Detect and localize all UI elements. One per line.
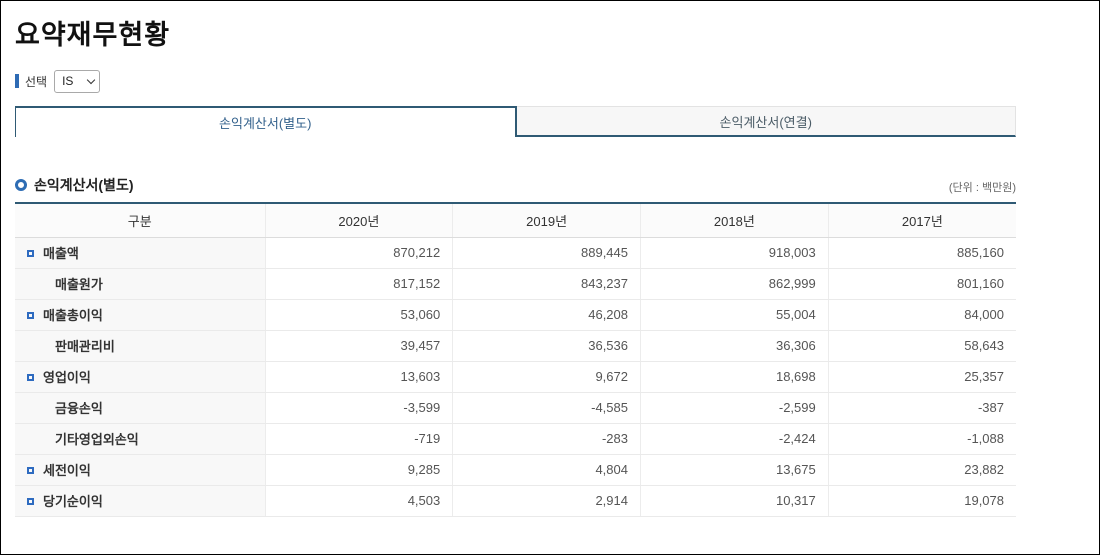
row-label-cell: 금융손익 bbox=[15, 392, 265, 424]
row-label-cell: 매출원가 bbox=[15, 268, 265, 300]
value-cell: -2,424 bbox=[640, 423, 829, 455]
value-cell: 19,078 bbox=[827, 485, 1016, 517]
square-bullet-icon bbox=[27, 467, 34, 474]
tab-income-statement-separate[interactable]: 손익계산서(별도) bbox=[15, 106, 517, 137]
value-cell: 843,237 bbox=[452, 268, 641, 300]
table-row: 당기순이익 4,503 2,914 10,317 19,078 bbox=[15, 485, 1016, 517]
value-cell: 918,003 bbox=[640, 237, 829, 269]
value-cell: 25,357 bbox=[827, 361, 1016, 393]
value-cell: -3,599 bbox=[264, 392, 453, 424]
value-cell: -387 bbox=[827, 392, 1016, 424]
value-cell: -1,088 bbox=[827, 423, 1016, 455]
filter-row: 선택 IS bbox=[15, 69, 1085, 93]
filter-label: 선택 bbox=[25, 74, 48, 89]
value-cell: 2,914 bbox=[452, 485, 641, 517]
value-cell: 9,672 bbox=[452, 361, 641, 393]
column-header-2018: 2018년 bbox=[640, 203, 829, 238]
value-cell: 23,882 bbox=[827, 454, 1016, 486]
circle-bullet-icon bbox=[15, 179, 27, 191]
tab-income-statement-consolidated[interactable]: 손익계산서(연결) bbox=[516, 106, 1016, 137]
square-bullet-icon bbox=[27, 374, 34, 381]
table-body: 매출액 870,212 889,445 918,003 885,160 매출원가 817,1… bbox=[15, 237, 1016, 517]
row-label-cell: 영업이익 bbox=[15, 361, 265, 393]
value-cell: 36,306 bbox=[640, 330, 829, 362]
value-cell: 55,004 bbox=[640, 299, 829, 331]
row-label: 매출액 bbox=[43, 246, 79, 261]
row-label-cell: 당기순이익 bbox=[15, 485, 265, 517]
column-header-2019: 2019년 bbox=[452, 203, 641, 238]
value-cell: -2,599 bbox=[640, 392, 829, 424]
value-cell: -283 bbox=[452, 423, 641, 455]
row-label-cell: 매출총이익 bbox=[15, 299, 265, 331]
unit-note: (단위 : 백만원) bbox=[948, 182, 1016, 194]
value-cell: 10,317 bbox=[640, 485, 829, 517]
column-header-category: 구분 bbox=[15, 203, 265, 238]
row-label: 금융손익 bbox=[55, 401, 103, 416]
row-label: 매출원가 bbox=[55, 277, 103, 292]
row-label-cell: 매출액 bbox=[15, 237, 265, 269]
value-cell: 84,000 bbox=[827, 299, 1016, 331]
value-cell: -719 bbox=[264, 423, 453, 455]
row-label-cell: 세전이익 bbox=[15, 454, 265, 486]
table-header-row: 구분 2020년 2019년 2018년 2017년 bbox=[15, 203, 1016, 238]
value-cell: 18,698 bbox=[640, 361, 829, 393]
table-row: 기타영업외손익 -719 -283 -2,424 -1,088 bbox=[15, 423, 1016, 455]
row-label: 매출총이익 bbox=[43, 308, 103, 323]
value-cell: 36,536 bbox=[452, 330, 641, 362]
tab-bar: 손익계산서(별도) 손익계산서(연결) bbox=[15, 106, 1016, 137]
row-label-cell: 판매관리비 bbox=[15, 330, 265, 362]
value-cell: 817,152 bbox=[264, 268, 453, 300]
section-title: 손익계산서(별도) bbox=[34, 177, 134, 193]
table-row: 영업이익 13,603 9,672 18,698 25,357 bbox=[15, 361, 1016, 393]
row-label-cell: 기타영업외손익 bbox=[15, 423, 265, 455]
row-label: 당기순이익 bbox=[43, 494, 103, 509]
section-header: 손익계산서(별도) (단위 : 백만원) bbox=[15, 175, 1016, 195]
value-cell: 870,212 bbox=[264, 237, 453, 269]
value-cell: 801,160 bbox=[827, 268, 1016, 300]
value-cell: 4,503 bbox=[264, 485, 453, 517]
value-cell: 862,999 bbox=[640, 268, 829, 300]
value-cell: 13,603 bbox=[264, 361, 453, 393]
value-cell: 889,445 bbox=[452, 237, 641, 269]
row-label: 판매관리비 bbox=[55, 339, 115, 354]
row-label: 기타영업외손익 bbox=[55, 432, 139, 447]
row-label: 영업이익 bbox=[43, 370, 91, 385]
table-row: 세전이익 9,285 4,804 13,675 23,882 bbox=[15, 454, 1016, 486]
accent-bar-icon bbox=[15, 74, 19, 88]
value-cell: 885,160 bbox=[827, 237, 1016, 269]
value-cell: 4,804 bbox=[452, 454, 641, 486]
table-row: 매출액 870,212 889,445 918,003 885,160 bbox=[15, 237, 1016, 269]
value-cell: 58,643 bbox=[827, 330, 1016, 362]
page-title: 요약재무현황 bbox=[15, 20, 171, 50]
row-label: 세전이익 bbox=[43, 463, 91, 478]
value-cell: 53,060 bbox=[264, 299, 453, 331]
value-cell: 46,208 bbox=[452, 299, 641, 331]
square-bullet-icon bbox=[27, 250, 34, 257]
square-bullet-icon bbox=[27, 312, 34, 319]
statement-type-select[interactable]: IS bbox=[54, 69, 101, 93]
square-bullet-icon bbox=[27, 498, 34, 505]
value-cell: -4,585 bbox=[452, 392, 641, 424]
value-cell: 39,457 bbox=[264, 330, 453, 362]
column-header-2017: 2017년 bbox=[827, 203, 1016, 238]
value-cell: 9,285 bbox=[264, 454, 453, 486]
income-statement-table: 구분 2020년 2019년 2018년 2017년 매출액 870,212 889… bbox=[15, 202, 1016, 517]
table-row: 매출총이익 53,060 46,208 55,004 84,000 bbox=[15, 299, 1016, 331]
column-header-2020: 2020년 bbox=[264, 203, 453, 238]
table-row: 판매관리비 39,457 36,536 36,306 58,643 bbox=[15, 330, 1016, 362]
table-row: 매출원가 817,152 843,237 862,999 801,160 bbox=[15, 268, 1016, 300]
statement-type-select-wrap: IS bbox=[54, 69, 101, 93]
table-row: 금융손익 -3,599 -4,585 -2,599 -387 bbox=[15, 392, 1016, 424]
value-cell: 13,675 bbox=[640, 454, 829, 486]
